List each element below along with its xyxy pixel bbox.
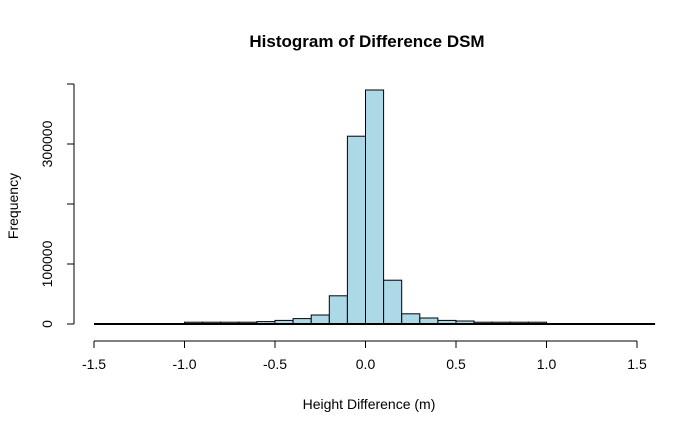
histogram-bar: [328, 295, 348, 325]
x-axis: -1.5 -1.0 -0.5 0.0 0.5 1.0 1.5: [82, 340, 647, 372]
y-tick-label: 100000: [39, 240, 55, 287]
x-tick-label: 0.0: [356, 356, 376, 372]
histogram-bar: [346, 135, 366, 325]
x-tick-label: -1.0: [172, 356, 196, 372]
histogram-bar: [383, 279, 403, 325]
y-axis-label: Frequency: [5, 173, 21, 239]
x-tick-label: 1.0: [537, 356, 557, 372]
y-axis: 0 100000 300000: [39, 83, 75, 328]
histogram-bar: [365, 89, 385, 325]
histogram-bar: [401, 313, 421, 325]
y-tick-label: 0: [39, 320, 55, 328]
x-tick-label: -1.5: [82, 356, 106, 372]
histogram-bars: [184, 89, 548, 325]
x-axis-label: Height Difference (m): [303, 396, 436, 412]
chart-title: Histogram of Difference DSM: [249, 32, 484, 51]
x-tick-label: 1.5: [627, 356, 647, 372]
x-tick-label: 0.5: [446, 356, 466, 372]
y-tick-label: 300000: [39, 120, 55, 167]
x-tick-label: -0.5: [263, 356, 287, 372]
histogram-bar: [310, 314, 330, 325]
